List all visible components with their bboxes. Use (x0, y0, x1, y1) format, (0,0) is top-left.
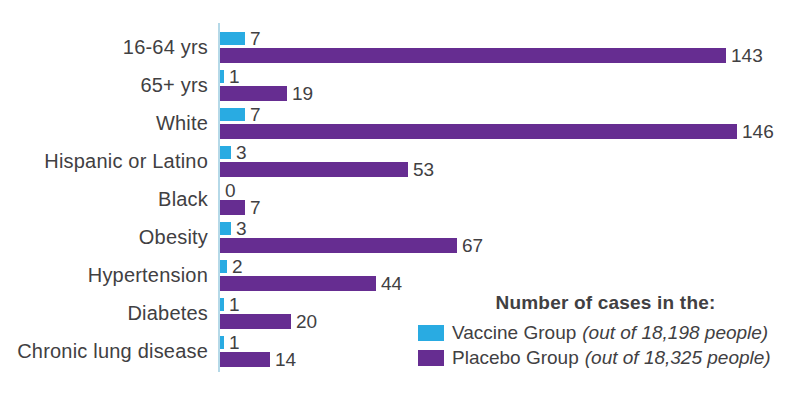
bar-value-placebo: 67 (462, 236, 483, 255)
category-label: 65+ yrs (0, 66, 218, 104)
legend-label-vaccine: Vaccine Group (452, 322, 576, 344)
bar-line-placebo: 146 (220, 124, 800, 139)
bar-placebo (220, 124, 737, 139)
category-label: Obesity (0, 218, 218, 256)
bar-vaccine (220, 222, 231, 235)
bar-placebo (220, 238, 457, 253)
bar-pair: 2 44 (218, 256, 800, 294)
bar-placebo (220, 314, 291, 329)
bar-line-placebo: 53 (220, 162, 800, 177)
bar-line-placebo: 19 (220, 86, 800, 101)
bar-value-placebo: 20 (296, 312, 317, 331)
bar-value-vaccine: 7 (250, 29, 261, 48)
bar-pair: 3 53 (218, 142, 800, 180)
bar-vaccine (220, 146, 231, 159)
bar-line-vaccine: 2 (220, 260, 800, 273)
bar-value-vaccine: 3 (236, 143, 247, 162)
bar-pair: 1 19 (218, 66, 800, 104)
category-label: Hypertension (0, 256, 218, 294)
legend-label-placebo: Placebo Group (452, 347, 579, 369)
bar-vaccine (220, 336, 224, 349)
bar-value-placebo: 53 (413, 160, 434, 179)
bar-value-placebo: 146 (742, 122, 774, 141)
bar-vaccine (220, 260, 227, 273)
category-label: Hispanic or Latino (0, 142, 218, 180)
chart-row: Black07 (0, 180, 800, 218)
bar-vaccine (220, 70, 224, 83)
chart-row: 16-64 yrs 7 143 (0, 28, 800, 66)
bar-placebo (220, 48, 726, 63)
chart-row: Hispanic or Latino 3 53 (0, 142, 800, 180)
bar-value-placebo: 14 (275, 350, 296, 369)
bar-value-placebo: 19 (292, 84, 313, 103)
bar-value-vaccine: 1 (229, 295, 240, 314)
chart-row: 65+ yrs 1 19 (0, 66, 800, 104)
bar-line-placebo: 67 (220, 238, 800, 253)
legend: Number of cases in the: Vaccine Group (o… (418, 292, 793, 370)
bar-placebo (220, 352, 270, 367)
bar-value-vaccine: 7 (250, 105, 261, 124)
bar-line-vaccine: 3 (220, 222, 800, 235)
bar-line-vaccine: 7 (220, 32, 800, 45)
bar-value-placebo: 44 (381, 274, 402, 293)
legend-suffix-placebo: (out of 18,325 people) (585, 347, 771, 369)
bar-placebo (220, 200, 245, 215)
bar-line-vaccine: 0 (220, 184, 800, 197)
legend-title: Number of cases in the: (418, 292, 793, 314)
bar-vaccine (220, 32, 245, 45)
category-label: 16-64 yrs (0, 28, 218, 66)
vaccine-swatch-icon (418, 325, 444, 341)
category-label: Diabetes (0, 294, 218, 332)
bar-vaccine (220, 108, 245, 121)
category-label: White (0, 104, 218, 142)
legend-item-vaccine: Vaccine Group (out of 18,198 people) (418, 320, 793, 345)
bar-value-vaccine: 2 (232, 257, 243, 276)
placebo-swatch-icon (418, 350, 444, 366)
chart-row: Obesity 3 67 (0, 218, 800, 256)
bar-placebo (220, 86, 287, 101)
chart-row: Hypertension 2 44 (0, 256, 800, 294)
chart-row: White 7 146 (0, 104, 800, 142)
bar-placebo (220, 276, 376, 291)
category-label: Black (0, 180, 218, 218)
bar-line-vaccine: 3 (220, 146, 800, 159)
bar-vaccine (220, 298, 224, 311)
bar-pair: 7 143 (218, 28, 800, 66)
bar-value-vaccine: 0 (225, 181, 236, 200)
bar-line-vaccine: 7 (220, 108, 800, 121)
legend-suffix-vaccine: (out of 18,198 people) (582, 322, 768, 344)
bar-pair: 7 146 (218, 104, 800, 142)
bar-value-vaccine: 1 (229, 67, 240, 86)
bar-value-vaccine: 3 (236, 219, 247, 238)
category-label: Chronic lung disease (0, 332, 218, 370)
bar-line-placebo: 143 (220, 48, 800, 63)
bar-line-placebo: 44 (220, 276, 800, 291)
bar-placebo (220, 162, 408, 177)
bar-line-vaccine: 1 (220, 70, 800, 83)
bar-line-placebo: 7 (220, 200, 800, 215)
bar-value-placebo: 7 (250, 198, 261, 217)
legend-item-placebo: Placebo Group (out of 18,325 people) (418, 345, 793, 370)
bar-pair: 3 67 (218, 218, 800, 256)
bar-value-placebo: 143 (731, 46, 763, 65)
bar-value-vaccine: 1 (229, 333, 240, 352)
bar-pair: 07 (218, 180, 800, 218)
